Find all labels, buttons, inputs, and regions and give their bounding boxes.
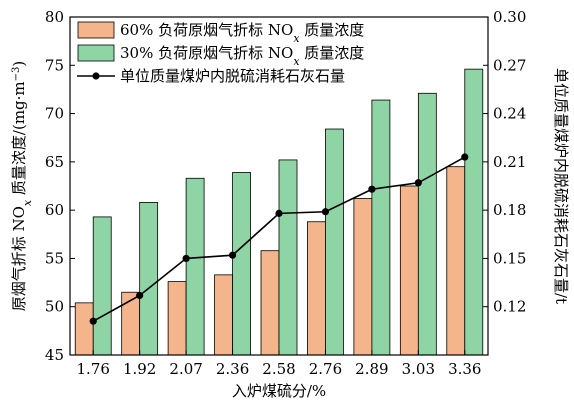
x-axis: 1.76 1.92 2.07 2.36 2.58 2.76 2.89 3.03 3.36: [77, 350, 481, 378]
bar-series2-2.36: [232, 172, 251, 356]
y-left-tick-label: 80: [45, 8, 64, 26]
bars-layer: [74, 68, 484, 356]
y-right-tick-label: 0.18: [493, 201, 526, 219]
right-axis: 0.12 0.15 0.18 0.21 0.24 0.27 0.30: [483, 8, 526, 316]
y-axis-left-label: 原烟气折标 NOx 质量浓度/(mg·m−3): [10, 61, 34, 312]
legend-label-3: 单位质量煤炉内脱硫消耗石灰石量: [120, 67, 345, 85]
x-tick-label: 1.76: [77, 360, 110, 378]
line-point-3.03: [414, 179, 422, 187]
line-layer: [89, 153, 469, 325]
y-axis-left-label-main: 原烟气折标 NO: [10, 206, 28, 311]
line-point-2.07: [182, 254, 190, 263]
y-right-tick-label: 0.21: [493, 153, 526, 171]
bar-series2-1.92: [139, 202, 159, 356]
y-left-tick-label: 45: [45, 346, 64, 364]
x-tick-label: 1.92: [123, 360, 156, 378]
legend-label-1: 60% 负荷原烟气折标 NOx 质量浓度: [120, 21, 364, 45]
bar-series1-3.03: [399, 185, 419, 356]
bar-series2-2.07: [185, 177, 205, 356]
bar-series1-2.07: [167, 281, 187, 356]
bar-series1-1.92: [121, 291, 141, 356]
y-left-tick-label: 70: [45, 105, 64, 123]
bar-series1-1.76: [74, 302, 94, 356]
y-axis-left-label-end: ): [10, 61, 28, 67]
y-left-tick-label: 60: [45, 201, 64, 219]
line-point-1.76: [89, 317, 97, 325]
bar-series1-2.36: [214, 274, 233, 356]
x-tick-label: 3.36: [448, 360, 481, 378]
y-left-tick-label: 55: [45, 249, 64, 267]
x-tick-label: 2.36: [216, 360, 249, 378]
x-tick-label: 2.07: [169, 360, 202, 378]
y-right-tick-label: 0.24: [493, 105, 526, 123]
bar-series2-1.76: [92, 216, 112, 356]
bar-series2-2.89: [371, 99, 391, 356]
y-left-tick-label: 50: [45, 298, 64, 316]
y-left-tick-label: 65: [45, 153, 64, 171]
line-point-3.36: [461, 153, 469, 161]
bar-series1-2.58: [260, 250, 280, 356]
bar-series2-3.36: [464, 68, 484, 356]
legend-line-marker: [92, 72, 100, 80]
x-tick-label: 2.58: [262, 360, 295, 378]
y-axis-right-label: 单位质量煤炉内脱硫消耗石灰石量/t: [552, 68, 570, 304]
left-axis: 45 50 55 60 65 70 75 80: [45, 8, 75, 364]
bar-series1-2.89: [353, 198, 373, 356]
bar-series1-3.36: [446, 166, 466, 356]
y-axis-left-label-sup: −3: [11, 67, 22, 82]
bar-series2-2.76: [325, 128, 344, 356]
line-point-1.92: [136, 291, 144, 300]
y-axis-left-label-sub: x: [21, 199, 34, 206]
line-point-2.58: [275, 209, 283, 217]
legend-swatch-2: [77, 44, 115, 62]
legend-swatch-1: [77, 21, 115, 39]
y-left-tick-label: 75: [45, 56, 64, 74]
line-point-2.89: [368, 185, 376, 193]
bar-series1-2.76: [307, 221, 326, 356]
y-right-tick-label: 0.30: [493, 8, 526, 26]
y-right-tick-label: 0.12: [493, 298, 526, 316]
x-tick-label: 3.03: [402, 360, 435, 378]
y-right-tick-label: 0.15: [493, 249, 526, 267]
x-axis-label: 入炉煤硫分/%: [232, 382, 326, 400]
bar-series2-3.03: [417, 92, 437, 356]
y-right-tick-label: 0.27: [493, 56, 526, 74]
bar-series2-2.58: [278, 159, 298, 356]
line-point-2.76: [321, 208, 330, 216]
y-axis-left-label-tail: 质量浓度/(mg·m: [10, 81, 28, 200]
x-tick-label: 2.76: [309, 360, 342, 378]
line-point-2.36: [228, 251, 237, 259]
x-tick-label: 2.89: [355, 360, 388, 378]
legend-label-2: 30% 负荷原烟气折标 NOx 质量浓度: [120, 44, 364, 68]
